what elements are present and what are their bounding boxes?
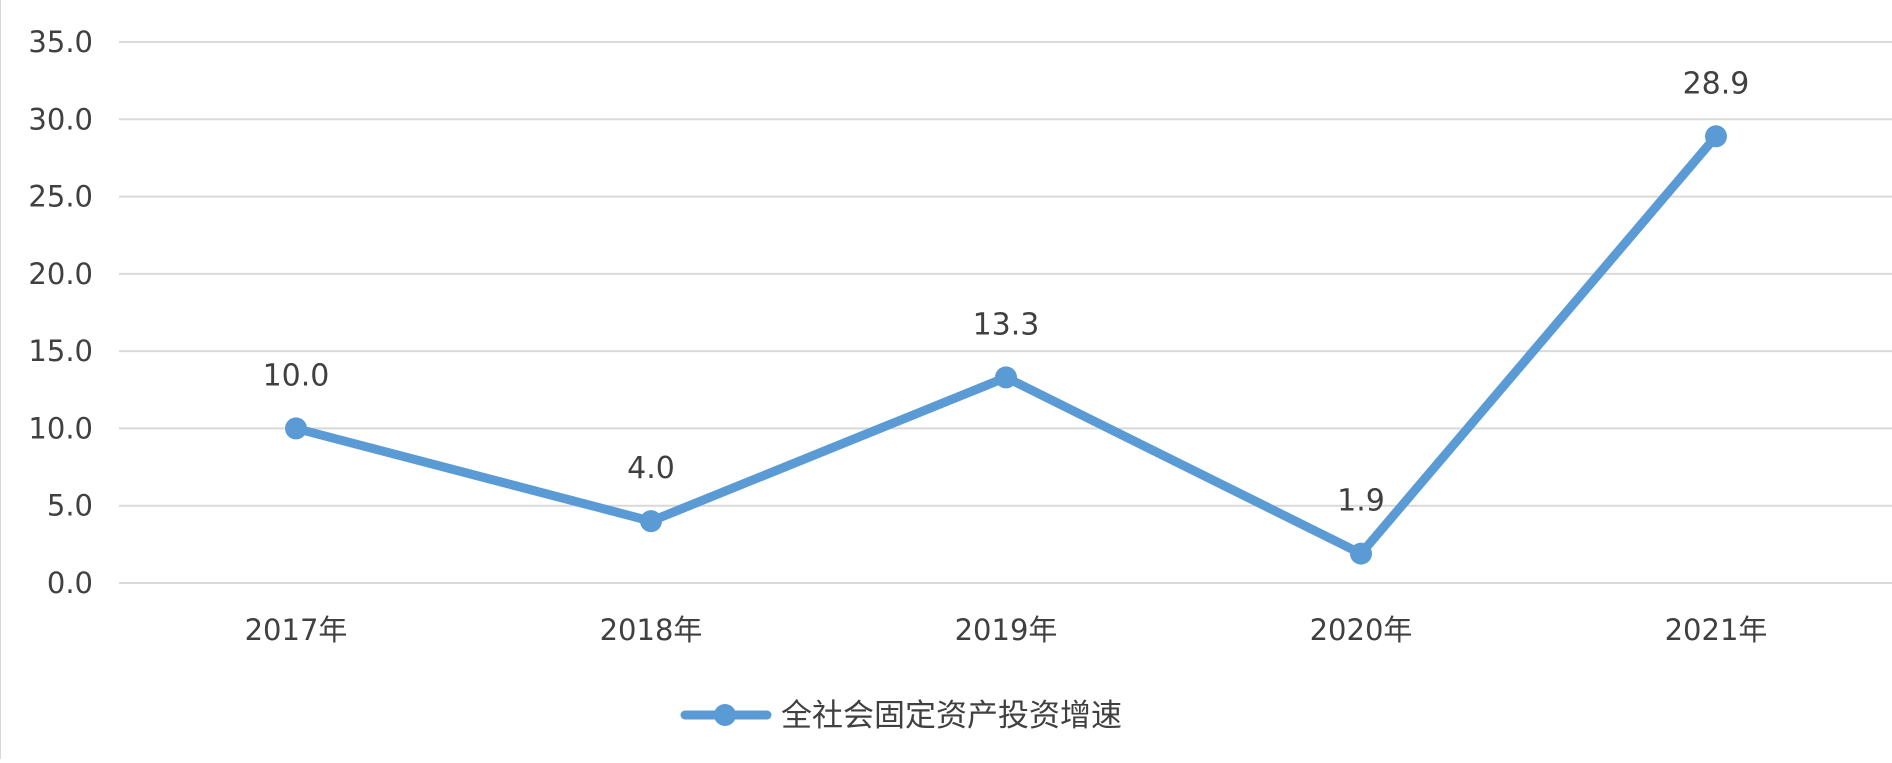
legend: 全社会固定资产投资增速: [680, 698, 1122, 734]
legend-label: 全社会固定资产投资增速: [781, 698, 1122, 734]
x-axis-ticks: 2017年 2018年 2019年 2020年 2021年: [245, 613, 1768, 647]
data-label: 28.9: [1683, 66, 1750, 101]
data-label: 1.9: [1337, 484, 1385, 519]
data-labels: 10.0 4.0 13.3 1.9 28.9: [263, 66, 1750, 518]
y-axis-ticks: 0.0 5.0 10.0 15.0 20.0 25.0 30.0 35.0: [28, 25, 93, 600]
series-line-group: [285, 125, 1727, 565]
x-tick-label: 2018年: [600, 613, 703, 647]
data-point: [1705, 125, 1727, 148]
y-tick-label: 10.0: [28, 411, 93, 445]
x-tick-label: 2019年: [955, 613, 1058, 647]
y-tick-label: 0.0: [47, 566, 93, 600]
y-tick-label: 30.0: [28, 102, 93, 136]
x-tick-label: 2017年: [245, 613, 348, 647]
gridlines: [119, 41, 1892, 584]
x-tick-label: 2020年: [1310, 613, 1413, 647]
y-tick-label: 25.0: [28, 180, 93, 214]
y-tick-label: 35.0: [28, 25, 93, 59]
series-line: [291, 131, 1721, 559]
y-tick-label: 15.0: [28, 334, 93, 368]
data-point: [640, 510, 662, 533]
data-label: 10.0: [263, 358, 330, 393]
legend-marker-icon: [714, 704, 736, 726]
data-label: 13.3: [973, 307, 1040, 342]
data-point: [285, 417, 307, 440]
data-label: 4.0: [627, 451, 675, 486]
y-tick-label: 5.0: [47, 489, 93, 523]
data-point: [1350, 542, 1372, 565]
y-tick-label: 20.0: [28, 257, 93, 291]
data-point: [995, 366, 1017, 389]
x-tick-label: 2021年: [1665, 613, 1768, 647]
